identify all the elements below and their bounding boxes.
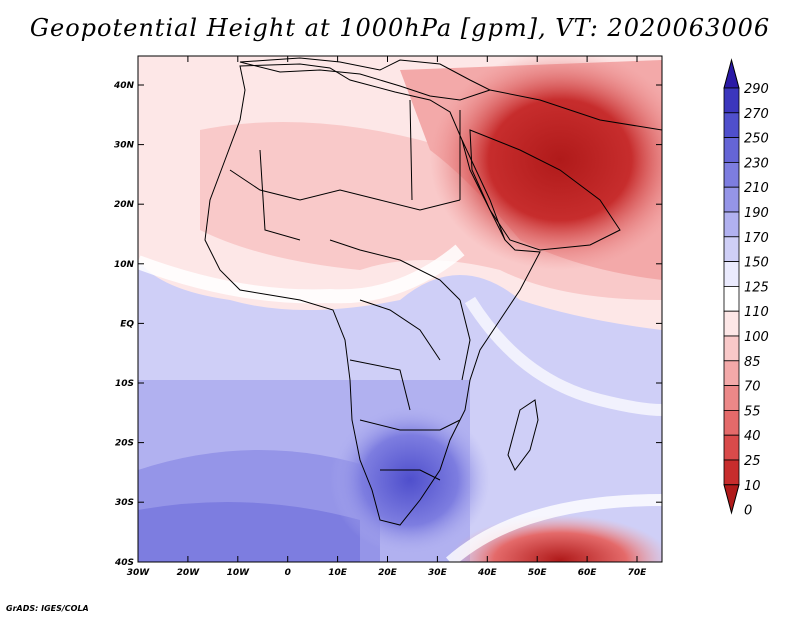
colorbar-segment xyxy=(723,385,740,411)
colorbar-top-arrow xyxy=(723,58,740,89)
colorbar-label: 210 xyxy=(744,181,769,196)
footer-credit: GrADS: IGES/COLA xyxy=(6,604,89,613)
colorbar-label: 230 xyxy=(744,156,769,171)
lat-label: 30S xyxy=(115,498,134,508)
colorbar-segment xyxy=(723,360,740,386)
africa-coast xyxy=(204,63,541,526)
colorbar-label: 0 xyxy=(744,504,752,519)
field-ridge-south xyxy=(446,494,662,562)
europe-coast xyxy=(239,57,492,101)
latitude-axis: 40N 30N 20N 10N EQ 10S 20S 30S 40S xyxy=(113,81,662,568)
colorbar-segment xyxy=(723,310,740,337)
lon-label: 10W xyxy=(227,568,251,578)
chart-title: Geopotential Height at 1000hPa [gpm], VT… xyxy=(29,14,771,42)
border-sahel xyxy=(229,169,461,211)
lat-label: 10S xyxy=(115,379,134,389)
border-angola xyxy=(349,359,411,411)
red-sea xyxy=(461,139,506,241)
colorbar-label: 125 xyxy=(744,280,769,295)
arabia-coast xyxy=(469,129,621,251)
colorbar-label: 70 xyxy=(744,380,761,395)
colorbar-segment xyxy=(723,261,740,287)
colorbar-label: 170 xyxy=(744,231,769,246)
lat-label: 30N xyxy=(114,141,135,151)
lon-label: 30W xyxy=(127,568,151,578)
colorbar-label: 40 xyxy=(744,429,761,444)
lat-label: 20N xyxy=(114,200,135,210)
colorbar-label: 270 xyxy=(744,107,769,122)
lat-label: 40S xyxy=(114,558,134,568)
colorbar-segment xyxy=(723,236,740,263)
longitude-axis: 30W 20W 10W 0 10E 20E 30E 40E 50E 60E 70E xyxy=(127,56,647,578)
colorbar-label: 10 xyxy=(744,479,761,494)
colorbar-segment xyxy=(723,112,740,139)
border-east xyxy=(459,299,471,381)
lon-label: 20W xyxy=(177,568,201,578)
plot-frame xyxy=(137,55,663,563)
colorbar-segment xyxy=(723,335,740,362)
colorbar-bottom-arrow xyxy=(723,484,740,515)
coastlines xyxy=(204,57,662,526)
colorbar-label: 55 xyxy=(744,404,761,419)
lon-label: 10E xyxy=(328,568,348,578)
lat-label: 20S xyxy=(115,439,134,449)
colorbar-segment xyxy=(723,285,740,312)
lon-label: 40E xyxy=(477,568,498,578)
border-mali xyxy=(259,149,301,241)
border-libya-egypt xyxy=(409,99,461,201)
height-field xyxy=(138,56,662,562)
field-ridge-north xyxy=(138,244,465,304)
lon-label: 20E xyxy=(378,568,398,578)
colorbar-segment xyxy=(723,87,740,114)
colorbar-label: 190 xyxy=(744,206,769,221)
colorbar-segment xyxy=(723,459,740,486)
colorbar-segment xyxy=(723,186,740,213)
border-south xyxy=(359,419,461,431)
lon-label: 50E xyxy=(528,568,548,578)
colorbar-label: 290 xyxy=(744,82,769,97)
colorbar-label: 250 xyxy=(744,132,769,147)
colorbar-segment xyxy=(723,161,740,188)
lat-label: EQ xyxy=(120,319,134,329)
lon-label: 60E xyxy=(578,568,598,578)
colorbar: 2902702502302101901701501251101008570554… xyxy=(723,58,769,519)
colorbar-label: 150 xyxy=(744,256,769,271)
colorbar-segment xyxy=(723,409,740,436)
field-southafrica-high xyxy=(330,405,490,555)
border-congo xyxy=(359,299,441,361)
border-southafrica xyxy=(380,469,441,481)
madagascar-coast xyxy=(507,399,539,471)
lat-label: 10N xyxy=(114,260,135,270)
lon-label: 0 xyxy=(285,568,291,578)
persia-coast xyxy=(489,89,662,131)
lat-label: 40N xyxy=(113,81,135,91)
colorbar-label: 110 xyxy=(744,305,769,320)
colorbar-segment xyxy=(723,434,740,461)
colorbar-segment xyxy=(723,137,740,163)
lon-label: 30E xyxy=(428,568,448,578)
colorbar-label: 100 xyxy=(744,330,769,345)
lon-label: 70E xyxy=(628,568,648,578)
colorbar-segment xyxy=(723,211,740,238)
field-south-atlantic-core xyxy=(138,502,360,562)
field-mideast-low xyxy=(430,56,662,270)
colorbar-label: 25 xyxy=(744,454,761,469)
field-ridge-east xyxy=(464,296,662,416)
border-central xyxy=(329,239,461,301)
colorbar-label: 85 xyxy=(744,355,761,370)
